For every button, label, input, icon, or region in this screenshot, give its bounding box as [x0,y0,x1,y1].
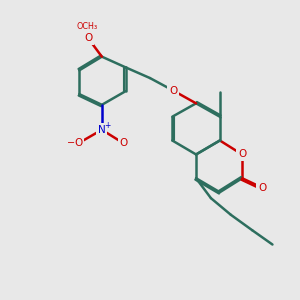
Text: O: O [74,139,82,148]
Text: N: N [98,125,106,135]
Text: O: O [169,85,177,96]
Text: O: O [120,139,128,148]
Text: O: O [258,183,266,193]
Text: +: + [105,121,111,130]
Text: −: − [68,138,76,148]
Text: O: O [84,33,92,43]
Text: O: O [238,149,246,160]
Text: OCH₃: OCH₃ [76,22,97,32]
